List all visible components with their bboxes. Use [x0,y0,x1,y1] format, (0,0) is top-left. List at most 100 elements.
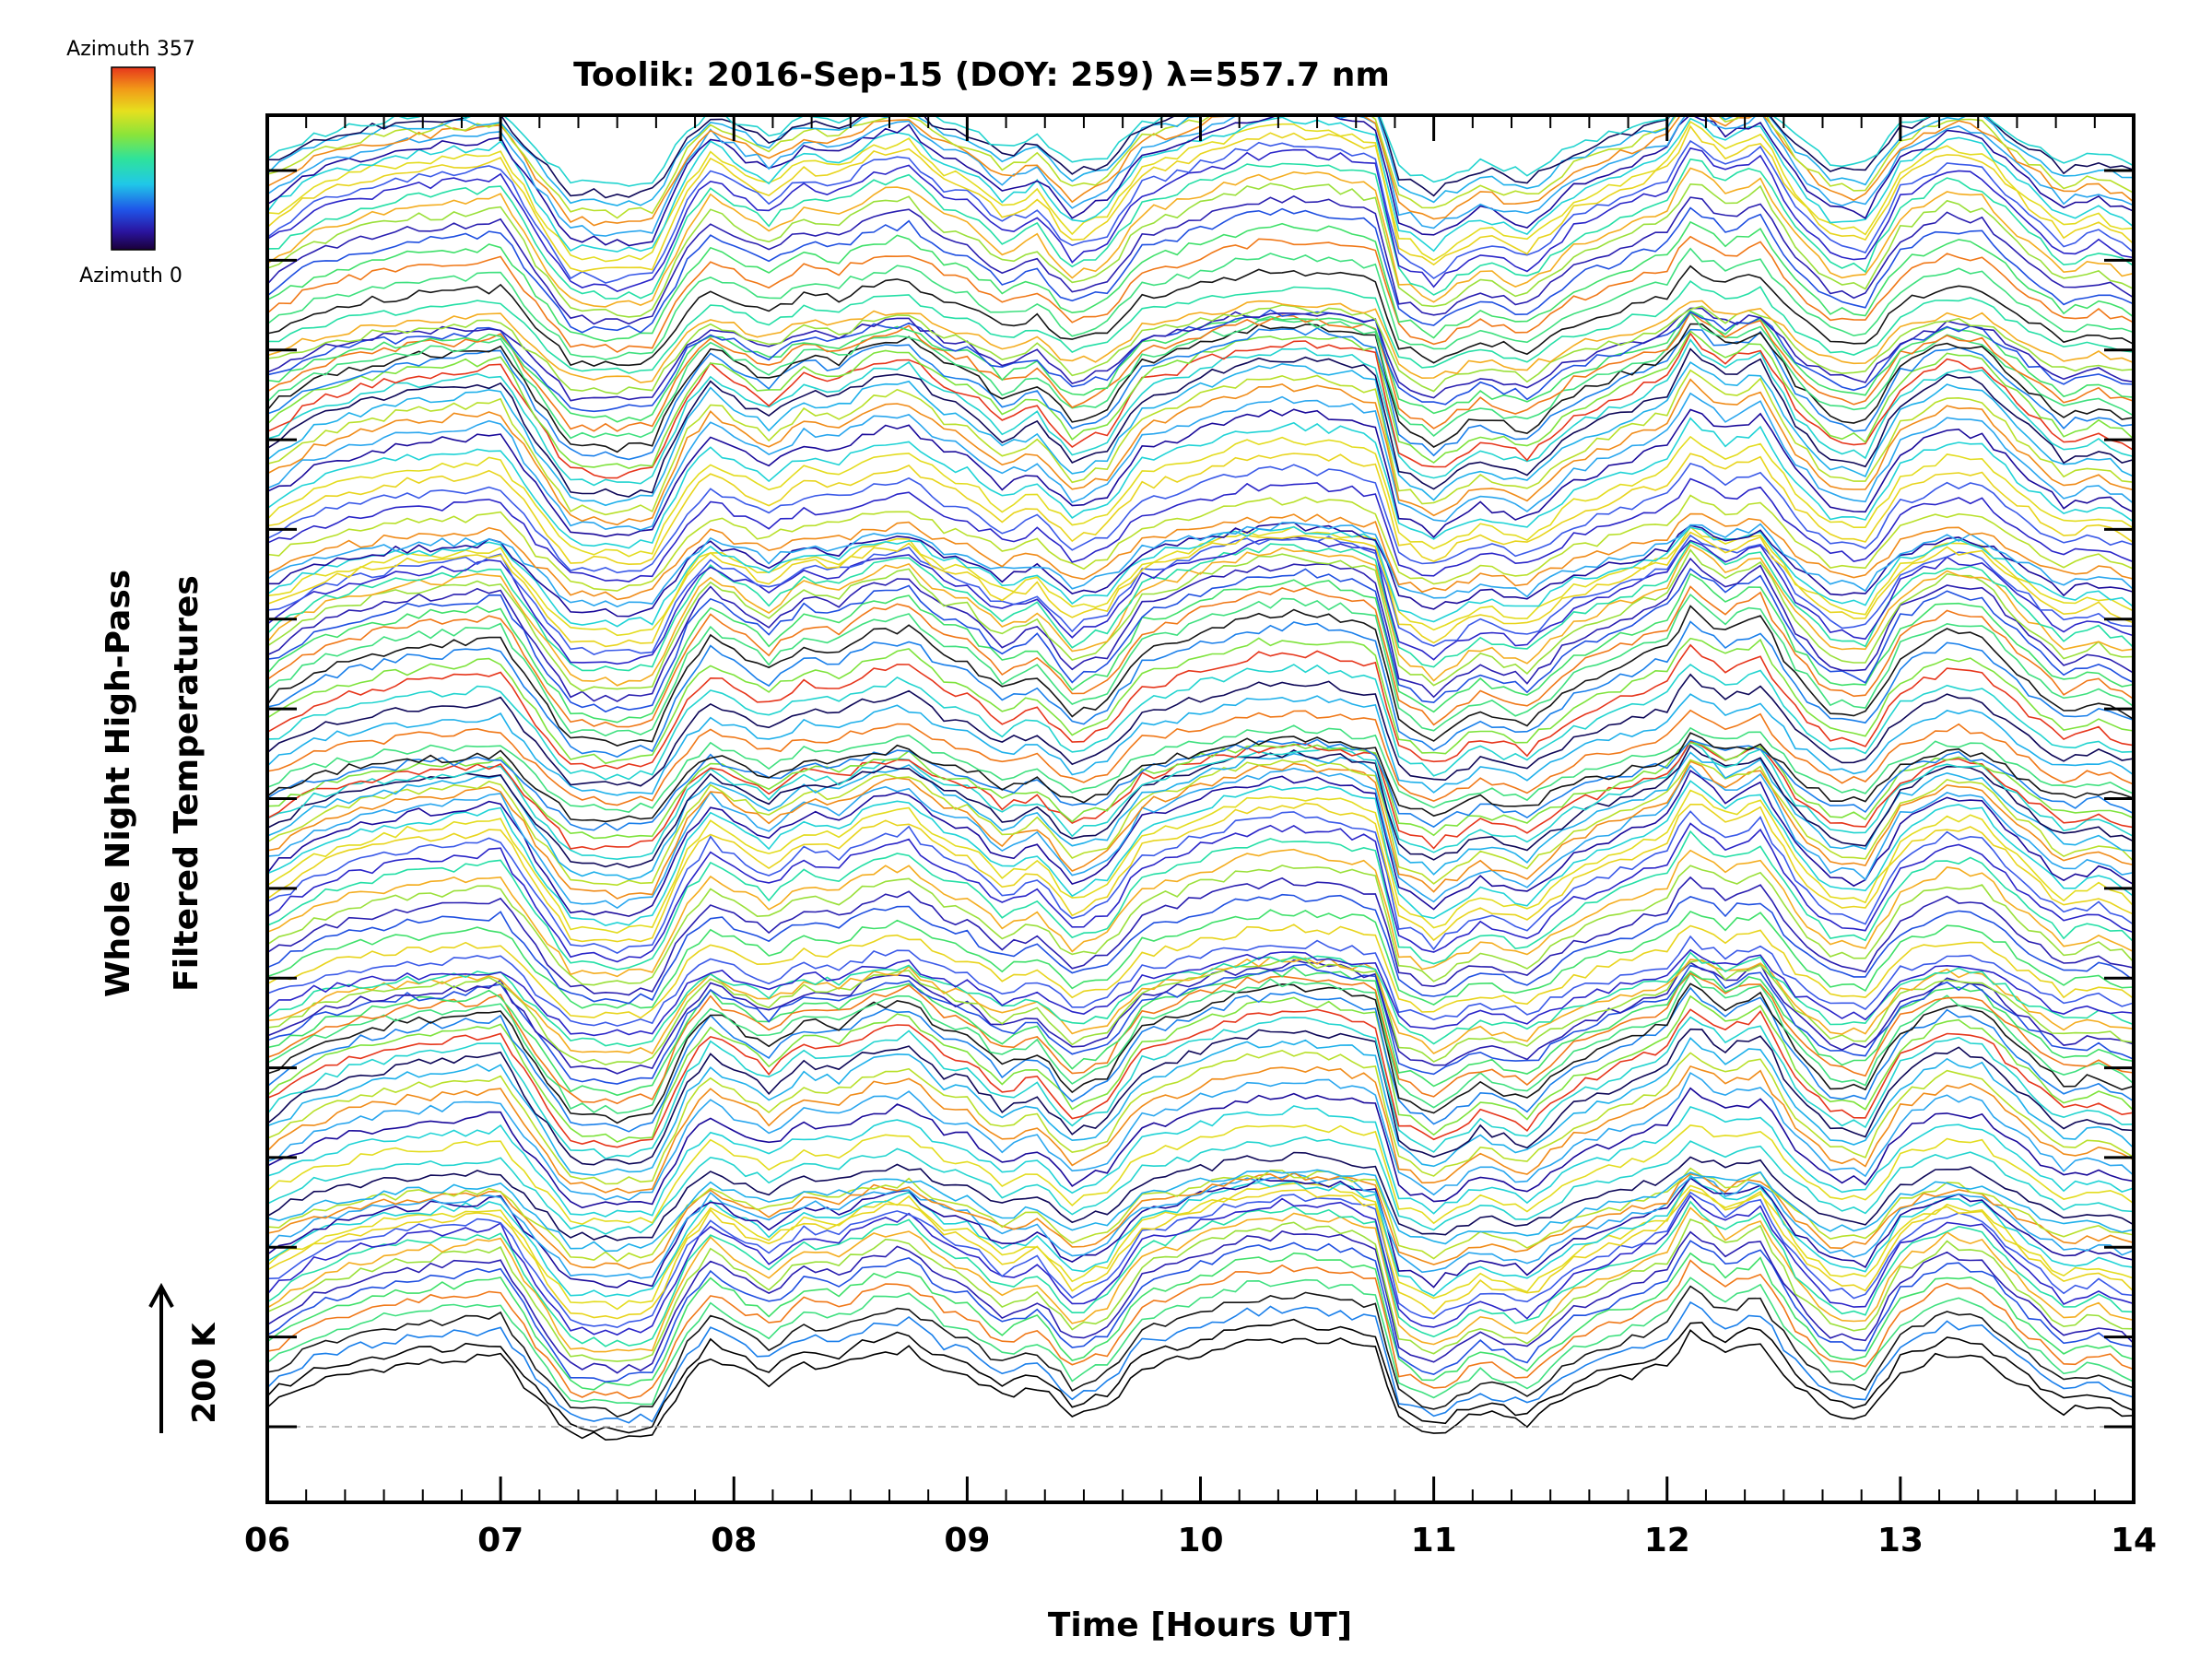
series-line [267,279,2134,374]
series-line [267,724,2134,814]
series-layer [267,115,2134,1441]
series-line [267,789,2134,934]
series-line [267,265,2134,367]
x-tick-label: 10 [1177,1522,1223,1559]
series-line [267,738,2134,831]
colorbar: Azimuth 357 Azimuth 0 [66,38,195,288]
series-line [267,982,2134,1124]
series-line [267,802,2134,943]
series-line [267,1124,2134,1226]
series-line [267,572,2134,724]
x-tick-label: 12 [1644,1522,1690,1559]
series-line [267,740,2134,851]
series-line [267,1065,2134,1194]
series-line [267,986,2134,1133]
series-line [267,1218,2134,1362]
series-line [267,764,2134,910]
series-line [267,327,2134,461]
series-line [267,477,2134,582]
series-line [267,116,2134,253]
series-line [267,972,2134,1105]
series-line [267,1329,2134,1441]
series-line [267,1285,2134,1418]
series-line [267,1071,2134,1201]
series-line [267,585,2134,728]
series-line [267,522,2134,618]
series-line [267,323,2134,453]
series-line [267,206,2134,334]
series-line [267,759,2134,887]
series-line [267,120,2134,263]
colorbar-label-bottom: Azimuth 0 [79,265,182,288]
scale-bar: 200 K [148,1282,223,1433]
series-line [267,548,2134,692]
plot-frame [265,113,2136,1504]
series-line [267,378,2134,526]
colorbar-label-top: Azimuth 357 [66,38,195,61]
series-line [267,1105,2134,1218]
series-line [267,338,2134,487]
series-line [267,1174,2134,1298]
series-line [267,830,2134,971]
series-line [267,1049,2134,1185]
series-line [267,1037,2134,1176]
series-line [267,531,2134,648]
series-line [267,408,2134,538]
series-line [267,1008,2134,1148]
series-line [267,307,2134,402]
series-line [267,522,2134,608]
series-line [267,139,2134,284]
series-line [267,1277,2134,1406]
series-line [267,540,2134,672]
series-line [267,1206,2134,1353]
y-axis-title-line2: Filtered Temperatures [168,575,206,992]
series-line [267,643,2134,770]
x-tick-label: 09 [944,1522,990,1559]
scale-bar-label: 200 K [186,1322,223,1424]
series-line [267,709,2134,806]
series-line [267,1028,2134,1166]
series-line [267,935,2134,1027]
series-line [267,525,2134,628]
series-line [267,1182,2134,1311]
series-line [267,534,2134,655]
series-line [267,744,2134,868]
chart-title: Toolik: 2016-Sep-15 (DOY: 259) λ=557.7 n… [573,56,1390,94]
series-line [267,893,2134,1005]
series-line [267,956,2134,1055]
series-line [267,1188,2134,1320]
x-tick-label: 11 [1411,1522,1457,1559]
series-line [267,147,2134,292]
series-line [267,557,2134,702]
x-tick-label: 14 [2111,1522,2157,1559]
series-line [267,220,2134,343]
series-line [267,525,2134,637]
colorbar-gradient [111,66,156,251]
series-line [267,544,2134,687]
series-line [267,1252,2134,1391]
series-line [267,848,2134,978]
series-line [267,182,2134,318]
series-line [267,876,2134,996]
series-line [267,620,2134,759]
series-line [267,417,2134,549]
series-line [267,741,2134,861]
series-line [267,673,2134,787]
series-line [267,512,2134,601]
series-line [267,535,2134,665]
x-tick-label: 06 [244,1522,290,1559]
series-line [267,1172,2134,1279]
series-line [267,637,2134,765]
y-axis-title-line1: Whole Night High-Pass [100,570,137,997]
series-line [267,1240,2134,1383]
series-line [267,1259,2134,1400]
series-line [267,742,2134,840]
series-line [267,963,2134,1085]
series-line [267,115,2134,199]
series-line [267,247,2134,360]
series-line [267,1191,2134,1329]
series-line [267,605,2134,747]
series-line [267,494,2134,592]
ticks-layer: 06 07 08 09 10 11 12 13 14 [244,115,2157,1559]
